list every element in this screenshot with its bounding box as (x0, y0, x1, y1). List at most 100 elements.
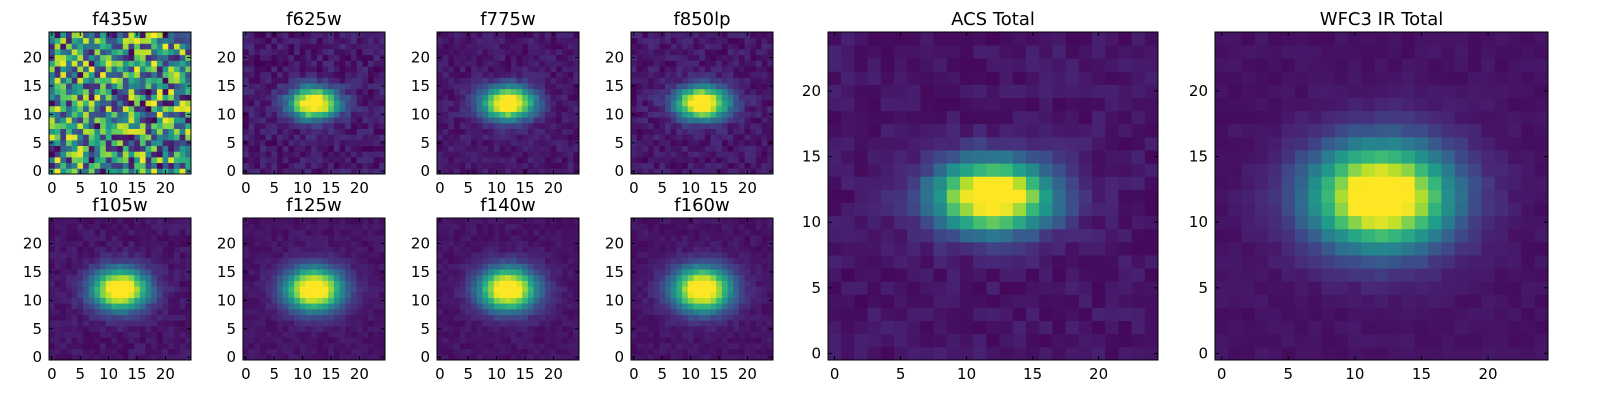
heatmap-cell (362, 246, 369, 253)
heatmap-cell (659, 151, 666, 158)
heatmap-cell (687, 320, 694, 327)
heatmap-cell (454, 162, 461, 169)
heatmap-cell (254, 60, 261, 67)
heatmap-cell (670, 320, 677, 327)
heatmap-cell (83, 66, 90, 73)
heatmap-cell (54, 66, 61, 73)
heatmap-cell (54, 37, 61, 44)
heatmap-cell (522, 88, 529, 95)
heatmap-cell (699, 139, 706, 146)
heatmap-cell (333, 54, 340, 61)
heatmap-cell (670, 314, 677, 321)
heatmap-cell (156, 240, 163, 247)
heatmap-cell (539, 54, 546, 61)
heatmap-cell (459, 218, 466, 225)
heatmap-cell (100, 37, 107, 44)
heatmap-cell (379, 60, 386, 67)
heatmap-cell (367, 331, 375, 338)
heatmap-cell (288, 66, 295, 73)
heatmap-cell (350, 280, 357, 287)
heatmap-cell (670, 331, 677, 338)
heatmap-cell (162, 145, 169, 152)
heatmap-cell (482, 156, 489, 164)
heatmap-cell (499, 337, 506, 344)
heatmap-cell (299, 37, 306, 44)
heatmap-cell (316, 223, 323, 230)
heatmap-cell (442, 122, 449, 129)
heatmap-cell (727, 66, 734, 73)
heatmap-cell (111, 325, 118, 332)
heatmap-cell (162, 117, 169, 124)
heatmap-cell (356, 235, 363, 242)
heatmap-cell (379, 122, 386, 129)
heatmap-cell (373, 308, 380, 315)
heatmap-cell (345, 156, 352, 164)
heatmap-cell (459, 77, 466, 84)
heatmap-cell (699, 308, 706, 315)
heatmap-cell (373, 263, 380, 270)
heatmap-cell (687, 342, 694, 350)
heatmap-cell (328, 83, 335, 90)
heatmap-cell (345, 151, 352, 158)
heatmap-cell (471, 117, 478, 124)
heatmap-cell (533, 354, 540, 361)
heatmap-cell (277, 168, 284, 175)
heatmap-cell (185, 342, 192, 350)
heatmap-cell (145, 145, 152, 152)
heatmap-cell (362, 286, 369, 293)
heatmap-cell (282, 246, 289, 253)
heatmap-cell (156, 303, 163, 310)
heatmap-cell (750, 320, 757, 327)
heatmap-cell (356, 337, 363, 344)
heatmap-cell (139, 134, 146, 141)
heatmap-cell (721, 314, 728, 321)
heatmap-cell (350, 145, 357, 152)
heatmap-cell (260, 94, 267, 101)
heatmap-cell (100, 303, 107, 310)
heatmap-cell (139, 286, 146, 293)
heatmap-cell (260, 145, 267, 152)
heatmap-cell (88, 280, 95, 287)
heatmap-cell (66, 71, 73, 78)
heatmap-cell (294, 66, 301, 73)
heatmap-cell (71, 77, 78, 84)
heatmap-cell (66, 274, 73, 281)
heatmap-cell (482, 43, 489, 50)
y-tick-label: 20 (217, 49, 236, 67)
heatmap-cell (465, 246, 472, 253)
heatmap-cell (716, 151, 723, 158)
heatmap-cell (727, 77, 734, 84)
heatmap-cell (145, 257, 152, 264)
heatmap-cell (721, 151, 728, 158)
heatmap-cell (322, 88, 329, 95)
heatmap-cell (670, 269, 677, 276)
heatmap-cell (499, 117, 506, 124)
axes-frame (630, 31, 774, 175)
heatmap-cell (476, 229, 483, 236)
heatmap-cell (243, 348, 250, 355)
heatmap-cell (653, 308, 660, 315)
heatmap-cell (561, 342, 569, 350)
heatmap-cell (299, 111, 306, 118)
heatmap-cell (465, 122, 472, 129)
heatmap-cell (567, 134, 574, 141)
y-tick-label: 10 (217, 291, 236, 309)
heatmap-cell (185, 303, 192, 310)
heatmap-cell (437, 223, 444, 230)
heatmap-cell (345, 246, 352, 253)
heatmap-cell (693, 151, 700, 158)
heatmap-cell (704, 49, 711, 56)
heatmap-cell (556, 229, 563, 236)
heatmap-cell (88, 105, 95, 112)
heatmap-cell (356, 274, 363, 281)
heatmap-cell (750, 337, 757, 344)
heatmap-cell (636, 66, 643, 73)
heatmap-cell (465, 308, 472, 315)
heatmap-cell (282, 291, 289, 298)
heatmap-cell (693, 325, 700, 332)
heatmap-cell (156, 308, 163, 315)
heatmap-cell (442, 325, 449, 332)
heatmap-cell (550, 145, 557, 152)
heatmap-cell (362, 218, 369, 225)
